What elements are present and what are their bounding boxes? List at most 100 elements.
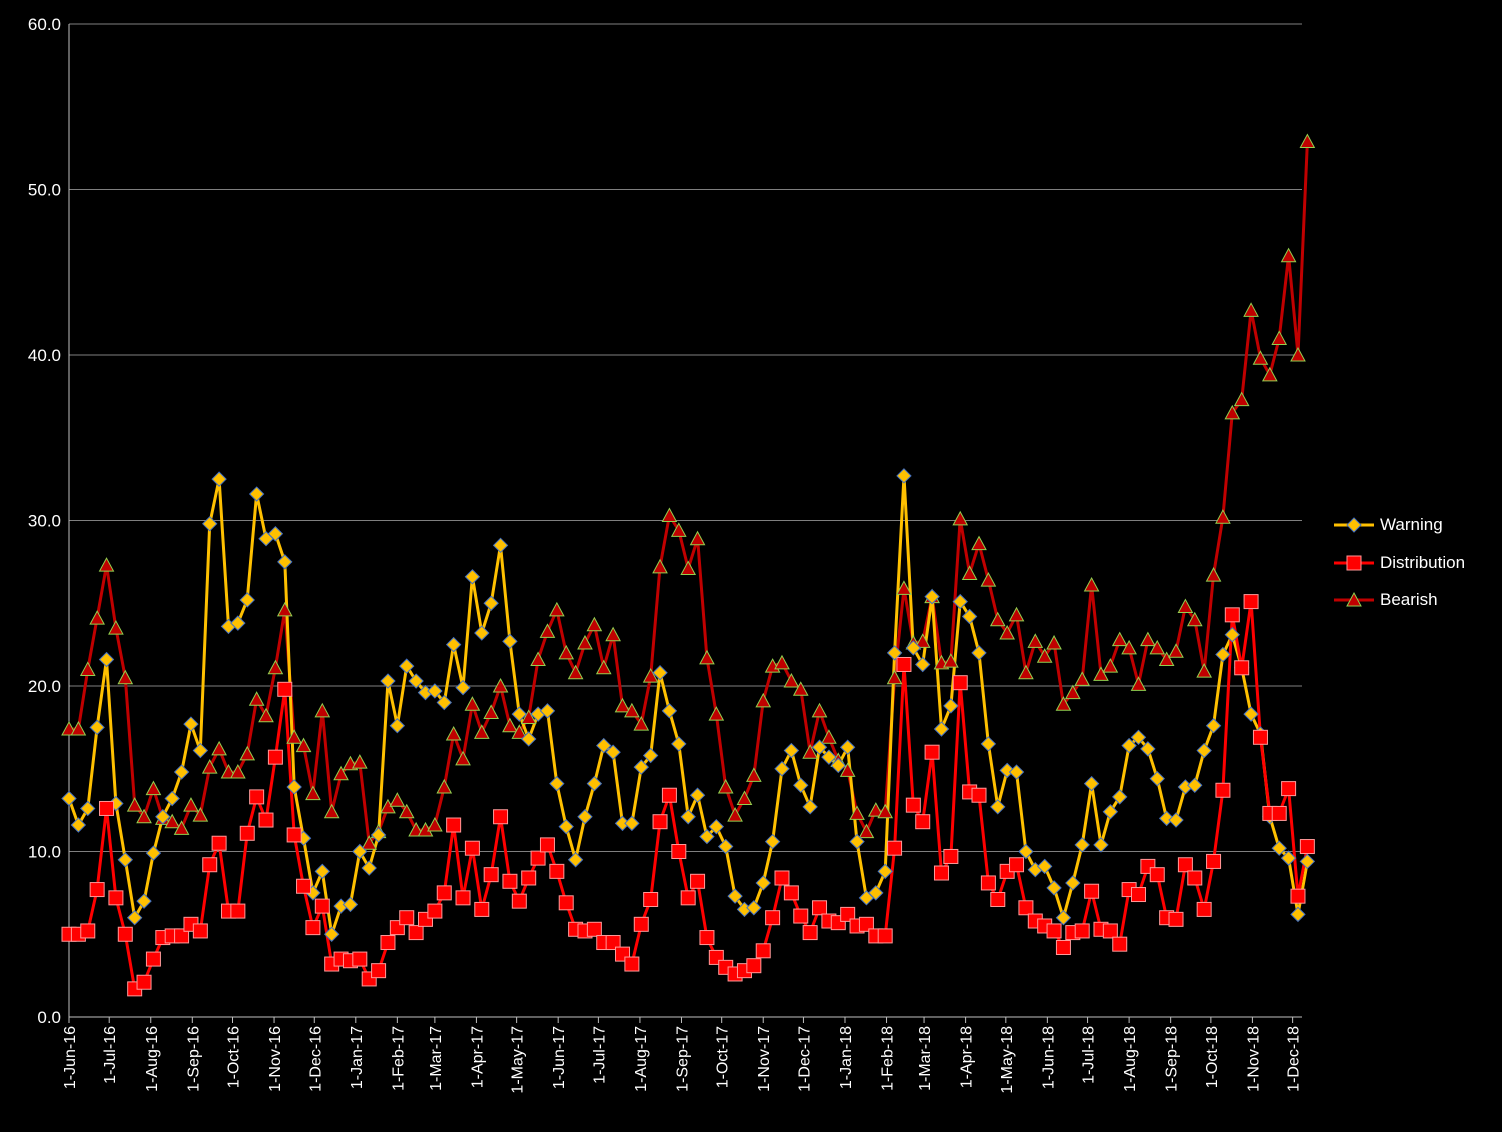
data-point-distribution — [783, 885, 799, 901]
data-point-warning — [586, 775, 603, 792]
data-point-warning — [61, 790, 77, 807]
data-point-bearish — [1224, 404, 1241, 420]
data-point-warning — [830, 757, 846, 774]
y-tick-label: 30.0 — [28, 512, 61, 531]
data-point-warning — [699, 828, 715, 845]
data-point-distribution — [136, 974, 152, 990]
data-point-warning — [558, 818, 574, 835]
data-point-distribution — [1224, 607, 1240, 623]
data-point-bearish — [248, 691, 265, 706]
data-point-bearish — [877, 803, 894, 819]
legend-swatch-distribution — [1334, 555, 1374, 570]
y-tick-label: 60.0 — [28, 15, 61, 34]
data-point-warning — [1102, 804, 1119, 820]
data-point-distribution — [502, 873, 518, 889]
data-point-distribution — [924, 744, 940, 760]
data-point-warning — [539, 703, 556, 719]
data-point-bearish — [220, 764, 237, 779]
data-point-warning — [783, 742, 800, 759]
data-point-bearish — [333, 765, 349, 781]
data-point-bearish — [783, 672, 800, 688]
data-point-distribution — [793, 908, 809, 924]
data-point-distribution — [1009, 857, 1025, 873]
data-point-warning — [596, 737, 612, 754]
data-point-warning — [136, 893, 152, 909]
x-tick-label: 1-Jan-17 — [349, 1026, 366, 1089]
data-point-distribution — [643, 891, 659, 907]
data-point-distribution — [239, 825, 255, 841]
data-point-warning — [896, 468, 912, 484]
data-point-bearish — [595, 659, 612, 675]
data-point-distribution — [1252, 729, 1268, 745]
data-point-warning — [183, 716, 199, 732]
x-tick-label: 1-Sep-17 — [674, 1026, 691, 1092]
data-point-warning — [567, 852, 584, 868]
data-point-bearish — [670, 522, 687, 537]
data-point-distribution — [774, 870, 790, 886]
data-point-bearish — [1299, 133, 1316, 149]
data-point-warning — [1055, 909, 1072, 926]
data-point-warning — [839, 739, 856, 755]
data-point-bearish — [286, 729, 302, 744]
data-point-distribution — [1243, 594, 1259, 610]
data-point-warning — [277, 554, 293, 570]
data-point-warning — [399, 658, 415, 674]
data-point-warning — [502, 633, 518, 650]
data-point-warning — [89, 719, 105, 736]
data-point-warning — [211, 471, 227, 487]
data-point-warning — [764, 833, 781, 850]
x-tick-label: 1-Nov-16 — [267, 1026, 284, 1092]
x-tick-label: 1-Jul-17 — [591, 1026, 608, 1084]
data-point-bearish — [652, 558, 668, 574]
data-point-distribution — [1102, 923, 1118, 939]
data-point-warning — [145, 845, 162, 861]
y-tick-label: 20.0 — [28, 677, 61, 696]
data-point-bearish — [755, 692, 772, 708]
data-point-warning — [943, 698, 959, 714]
x-tick-label: 1-Nov-18 — [1245, 1026, 1262, 1092]
data-point-distribution — [1168, 911, 1184, 927]
data-point-warning — [1008, 764, 1025, 780]
legend-label-bearish: Bearish — [1380, 590, 1438, 609]
x-tick-label: 1-Oct-17 — [715, 1026, 732, 1088]
data-point-distribution — [1271, 805, 1287, 821]
data-point-bearish — [605, 626, 621, 642]
data-point-distribution — [99, 800, 115, 816]
data-point-bearish — [989, 611, 1006, 627]
data-point-warning — [717, 838, 734, 855]
x-tick-label: 1-Feb-17 — [390, 1026, 407, 1091]
data-point-bearish — [577, 634, 593, 650]
data-point-distribution — [943, 848, 959, 864]
data-point-warning — [680, 809, 696, 825]
data-point-bearish — [1290, 346, 1306, 362]
data-point-bearish — [867, 802, 884, 817]
data-point-bearish — [614, 697, 631, 713]
data-point-distribution — [117, 926, 133, 942]
data-point-bearish — [502, 717, 518, 733]
data-point-distribution — [145, 951, 161, 967]
data-point-bearish — [258, 707, 274, 723]
data-point-bearish — [586, 616, 603, 632]
data-point-distribution — [483, 867, 499, 883]
data-point-bearish — [1055, 696, 1072, 711]
data-point-bearish — [811, 702, 828, 718]
data-point-warning — [1196, 742, 1212, 759]
data-point-distribution — [812, 900, 828, 916]
data-point-bearish — [117, 669, 134, 685]
data-point-distribution — [427, 903, 443, 919]
data-point-distribution — [493, 809, 509, 825]
data-point-distribution — [1290, 888, 1306, 904]
data-point-distribution — [399, 910, 415, 926]
data-point-warning — [980, 736, 997, 752]
data-point-warning — [483, 595, 499, 611]
data-point-bearish — [689, 530, 706, 546]
data-point-bearish — [558, 644, 575, 660]
x-tick-label: 1-Sep-18 — [1164, 1026, 1181, 1092]
data-point-bearish — [276, 601, 293, 617]
data-point-bearish — [126, 797, 143, 812]
data-point-bearish — [239, 745, 256, 761]
data-point-distribution — [624, 956, 640, 972]
data-point-bearish — [1177, 598, 1194, 614]
data-point-distribution — [549, 863, 565, 879]
data-point-bearish — [802, 744, 818, 759]
